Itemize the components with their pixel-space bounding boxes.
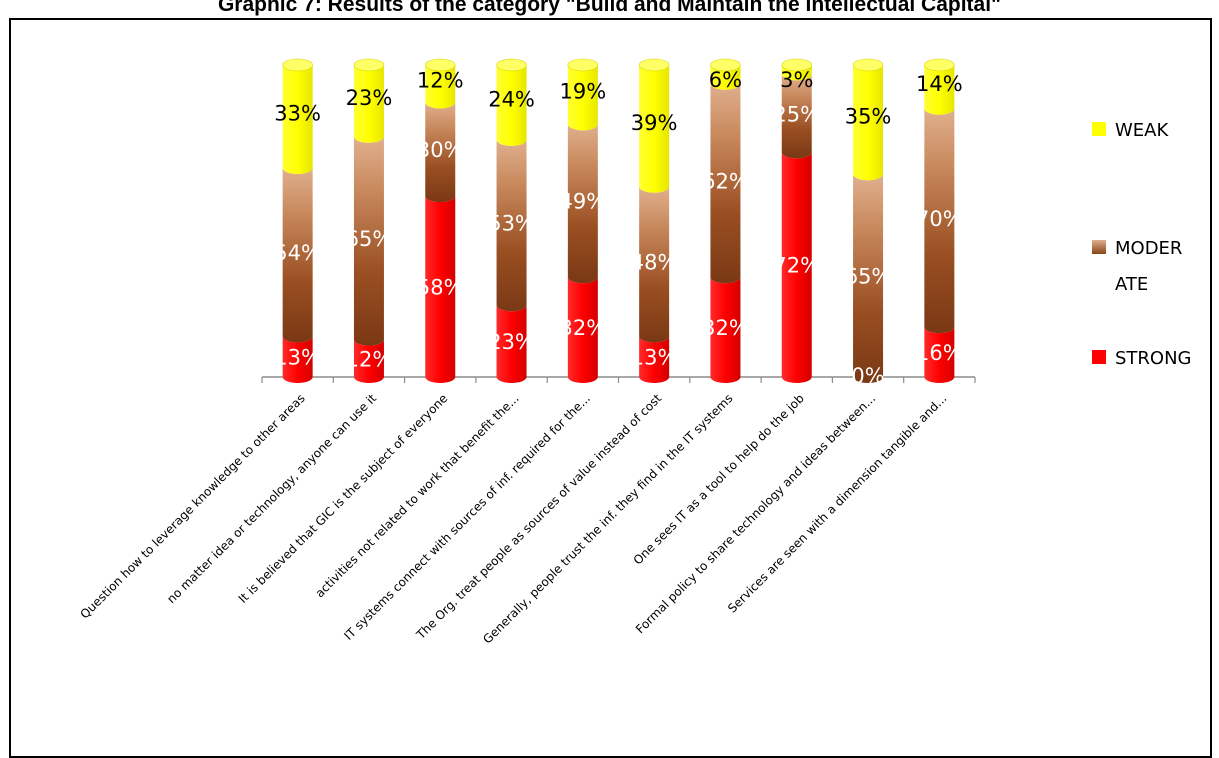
- bar-segment-weak: [924, 65, 955, 115]
- stacked-bar-chart: 13% 54% 33% 12% 65% 23% 58% 30% 12% 23% 53% 24% 32% 4…: [77, 58, 1192, 647]
- data-label: 3%: [780, 68, 813, 92]
- data-label: 65%: [845, 265, 892, 289]
- data-label: 24%: [488, 87, 535, 111]
- bar-segment-weak: [710, 65, 741, 90]
- data-label: 23%: [346, 86, 393, 110]
- bar-segment-weak: [353, 65, 384, 143]
- data-label: 70%: [916, 207, 963, 231]
- bar-segment-moder-ate: [496, 139, 527, 312]
- bar-top-cap: [567, 58, 599, 72]
- bar-segment-strong: [924, 327, 955, 383]
- data-label: 32%: [560, 316, 607, 340]
- bar-segment-moder-ate: [924, 108, 955, 334]
- legend-label: STRONG: [1115, 348, 1192, 369]
- bar-top-cap: [638, 58, 670, 72]
- legend-swatch: [1092, 240, 1106, 254]
- data-label: 35%: [845, 105, 892, 129]
- bar-segment-weak: [496, 65, 527, 146]
- data-label: 0%: [851, 364, 884, 388]
- legend-label: ATE: [1115, 274, 1148, 295]
- bar-segment-strong: [282, 336, 313, 383]
- bar-stack: 72% 25% 3%: [773, 58, 820, 383]
- data-label: 49%: [560, 190, 607, 214]
- bar-stack: 13% 48% 39%: [631, 58, 678, 383]
- legend-swatch: [1092, 350, 1106, 364]
- bar-segment-strong: [353, 339, 384, 383]
- data-label: 53%: [488, 212, 535, 236]
- data-label: 30%: [417, 138, 464, 162]
- data-label: 32%: [702, 316, 749, 340]
- bar-segment-strong: [496, 305, 527, 383]
- data-label: 14%: [916, 72, 963, 96]
- data-label: 23%: [488, 330, 535, 354]
- legend-entry: WEAK: [1092, 120, 1169, 141]
- bars: 13% 54% 33% 12% 65% 23% 58% 30% 12% 23% 53% 24% 32% 4…: [274, 58, 963, 388]
- legend-label: MODER: [1115, 238, 1182, 259]
- bar-top-cap: [496, 58, 527, 72]
- bar-segment-strong: [710, 277, 741, 383]
- bar-segment-strong: [639, 336, 670, 383]
- data-label: 12%: [346, 347, 393, 371]
- legend-entry: STRONG: [1092, 348, 1192, 369]
- data-label: 16%: [916, 341, 963, 365]
- category-label: IT systems connect with sources of inf. …: [341, 391, 593, 643]
- bar-segment-moder-ate: [425, 102, 456, 203]
- bar-segment-weak: [282, 65, 313, 174]
- data-label: 12%: [417, 69, 464, 93]
- data-label: 62%: [702, 169, 749, 193]
- bar-top-cap: [353, 58, 385, 72]
- legend-entry: MODER ATE: [1092, 238, 1182, 295]
- bar-stack: 12% 65% 23%: [346, 58, 393, 383]
- category-label: The Org. treat people as sources of valu…: [413, 391, 664, 642]
- bar-segment-strong: [781, 152, 812, 383]
- bar-segment-weak: [567, 65, 598, 131]
- bar-stack: 16% 70% 14%: [916, 58, 963, 383]
- bar-top-cap: [781, 58, 813, 72]
- bar-top-cap: [424, 58, 456, 72]
- bar-segment-strong: [425, 196, 456, 383]
- data-label: 6%: [709, 68, 742, 92]
- bar-top-cap: [924, 58, 955, 72]
- data-label: 54%: [274, 241, 321, 265]
- data-label: 13%: [631, 346, 678, 370]
- legend-swatch: [1092, 122, 1106, 136]
- bar-segment-moder-ate: [710, 83, 741, 284]
- bar-segment-moder-ate: [639, 186, 670, 343]
- bar-stack: 32% 49% 19%: [560, 58, 607, 383]
- data-label: 58%: [417, 276, 464, 300]
- bar-stack: 58% 30% 12%: [417, 58, 464, 383]
- bar-stack: 32% 62% 6%: [702, 58, 749, 383]
- bar-top-cap: [710, 58, 741, 72]
- bar-segment-moder-ate: [853, 174, 884, 383]
- bar-top-cap: [852, 58, 884, 72]
- data-label: 65%: [346, 227, 393, 251]
- bar-segment-moder-ate: [282, 167, 313, 343]
- category-labels: Question how to leverage knowledge to ot…: [77, 391, 949, 647]
- bar-stack: 23% 53% 24%: [488, 58, 535, 383]
- legend: WEAK MODER ATE STRONG: [1092, 120, 1192, 369]
- data-label: 72%: [773, 254, 820, 278]
- chart-title: Graphic 7: Results of the category "Buil…: [217, 0, 1002, 16]
- bar-stack: 13% 54% 33%: [274, 58, 321, 383]
- legend-label: WEAK: [1115, 120, 1169, 141]
- bar-stack: 0% 65% 35%: [845, 58, 892, 388]
- data-label: 25%: [773, 102, 820, 126]
- bar-segment-moder-ate: [781, 74, 812, 159]
- bar-segment-weak: [853, 65, 884, 181]
- bar-segment-moder-ate: [353, 136, 384, 346]
- category-label: Generally, people trust the inf. they fi…: [480, 391, 735, 646]
- data-label: 48%: [631, 251, 678, 275]
- category-label: Formal policy to share technology and id…: [633, 391, 878, 636]
- bar-segment-weak: [425, 65, 456, 109]
- bar-segment-strong: [567, 277, 598, 383]
- bar-segment-weak: [639, 65, 670, 193]
- bar-top-cap: [282, 58, 313, 72]
- data-label: 39%: [631, 111, 678, 135]
- bar-segment-weak: [781, 65, 812, 81]
- data-label: 13%: [274, 346, 321, 370]
- data-label: 19%: [560, 80, 607, 104]
- data-label: 33%: [274, 101, 321, 125]
- bar-segment-moder-ate: [567, 124, 598, 284]
